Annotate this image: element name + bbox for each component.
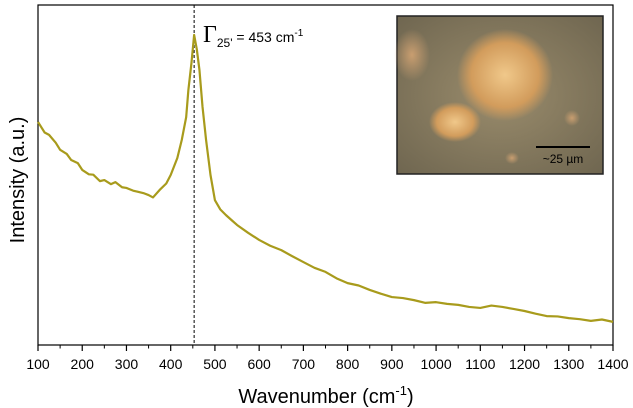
x-axis-label: Wavenumber (cm-1) (238, 383, 413, 408)
x-tick-label: 600 (247, 356, 271, 372)
x-tick-label: 1400 (597, 356, 628, 372)
spectrum-line (37, 33, 614, 323)
x-axis-label-close: ) (407, 386, 414, 408)
annotation-text: = 453 cm (233, 29, 295, 45)
x-tick-label: 1100 (465, 356, 495, 372)
y-axis-label: Intensity (a.u.) (7, 117, 29, 244)
x-tick-label: 300 (115, 356, 139, 372)
x-tick-label: 900 (380, 356, 404, 372)
x-axis-label-sup: -1 (395, 383, 407, 398)
annotation-superscript: -1 (294, 28, 303, 39)
x-tick-label: 500 (203, 356, 227, 372)
x-tick-label: 100 (26, 356, 50, 372)
scale-label: ~25 µm (543, 152, 584, 166)
x-tick-label: 1200 (509, 356, 540, 372)
inset-image: ~25 µm (394, 15, 604, 175)
x-tick-label: 200 (71, 356, 95, 372)
x-tick-label: 1000 (420, 356, 451, 372)
x-tick-label: 400 (159, 356, 183, 372)
annotation-symbol: Γ (203, 22, 217, 48)
annotation: Γ25' = 453 cm-1 (203, 22, 304, 50)
annotation-subscript: 25' (217, 36, 233, 50)
x-tick-label: 800 (336, 356, 360, 372)
x-tick-label: 700 (292, 356, 316, 372)
x-axis-label-text: Wavenumber (cm (238, 386, 395, 408)
x-tick-label: 1300 (553, 356, 584, 372)
